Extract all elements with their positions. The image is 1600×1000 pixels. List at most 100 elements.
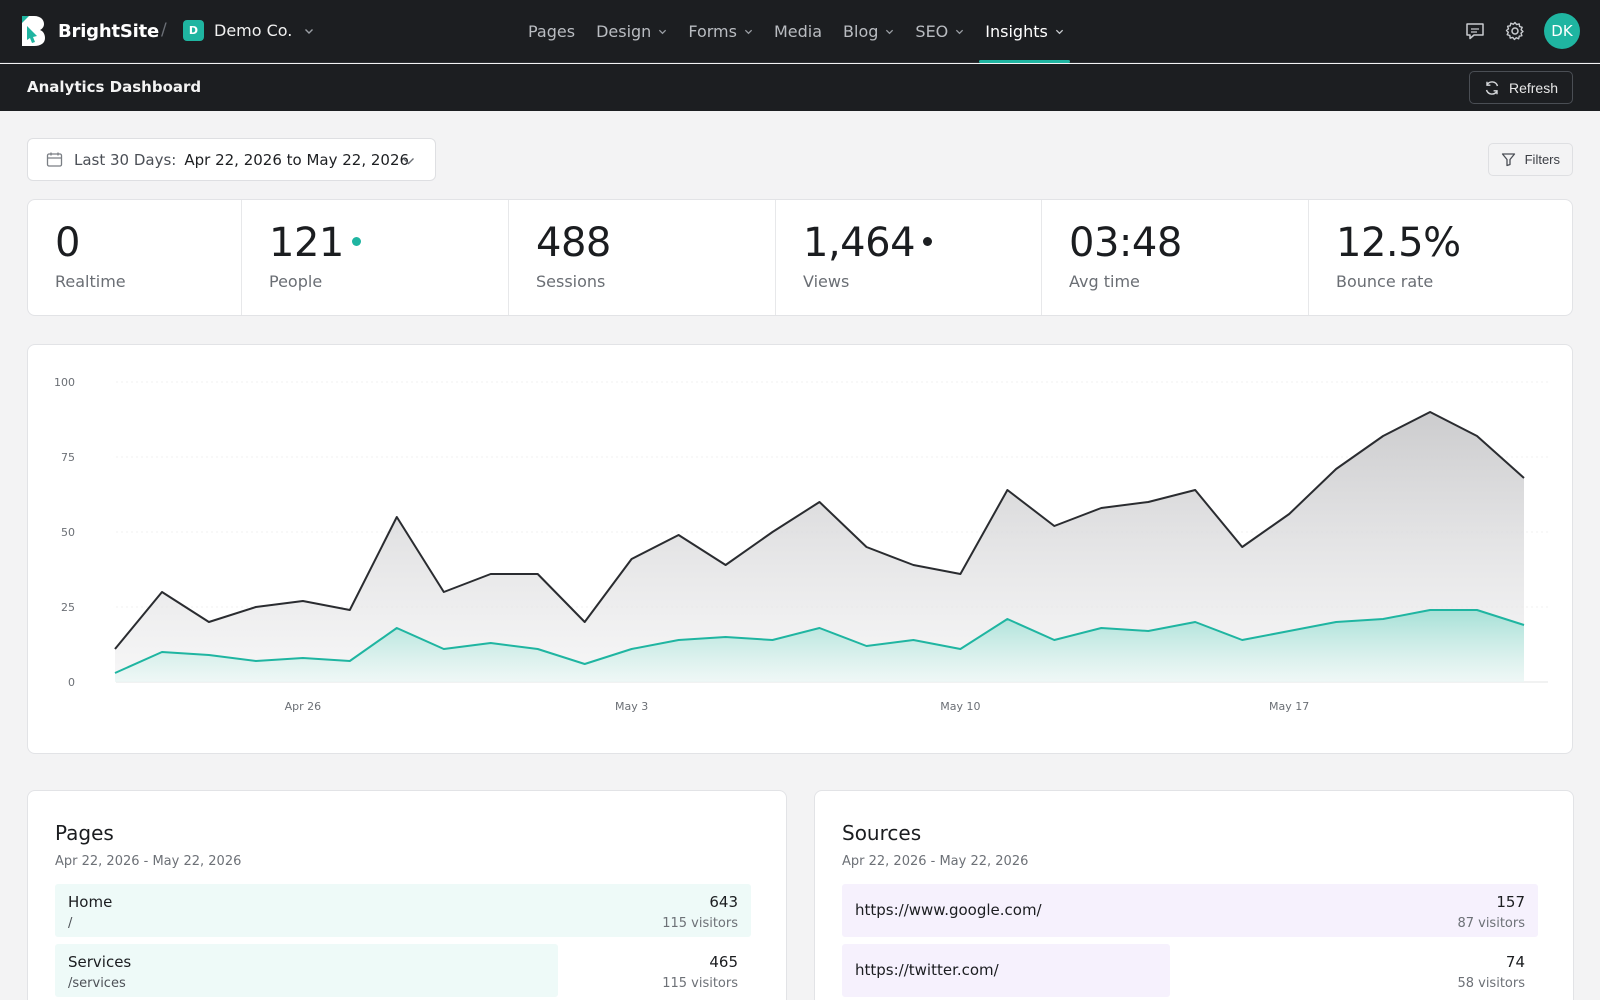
- calendar-icon: [46, 152, 63, 167]
- refresh-label: Refresh: [1508, 79, 1558, 96]
- visitor-count: 115 visitors: [662, 976, 738, 991]
- nav-label: Media: [773, 22, 823, 41]
- view-count: 157: [1496, 893, 1525, 911]
- stat-sessions[interactable]: 488 Sessions: [509, 200, 776, 315]
- nav-insights[interactable]: Insights: [979, 0, 1070, 63]
- nav-pages[interactable]: Pages: [522, 0, 581, 63]
- chevron-down-icon: [403, 158, 414, 165]
- list-item[interactable]: Home / 643 115 visitors: [55, 884, 751, 937]
- visitor-count: 58 visitors: [1457, 976, 1525, 991]
- visitor-count: 87 visitors: [1457, 916, 1525, 931]
- row-bar: [55, 884, 751, 937]
- chevron-down-icon: [1055, 29, 1063, 35]
- top-actions: DK: [1464, 13, 1580, 49]
- chevron-down-icon: [956, 29, 964, 35]
- stat-views[interactable]: 1,464 Views: [776, 200, 1042, 315]
- pages-panel: Pages Apr 22, 2026 - May 22, 2026 Home /…: [27, 790, 787, 1000]
- series-dot-icon: [923, 236, 933, 246]
- date-range-picker[interactable]: Last 30 Days: Apr 22, 2026 to May 22, 20…: [27, 138, 436, 181]
- nav-blog[interactable]: Blog: [837, 0, 900, 63]
- row-bar: [842, 944, 1170, 997]
- stat-label: Views: [803, 272, 850, 291]
- y-tick-label: 25: [61, 601, 75, 614]
- row-bar: [842, 884, 1538, 937]
- org-name: Demo Co.: [214, 21, 293, 40]
- panel-title: Pages: [55, 821, 114, 845]
- filters-label: Filters: [1524, 152, 1560, 167]
- list-item[interactable]: https://twitter.com/ 74 58 visitors: [842, 944, 1538, 997]
- y-tick-label: 50: [61, 526, 75, 539]
- source-url: https://www.google.com/: [855, 901, 1042, 919]
- nav-label: Pages: [528, 22, 576, 41]
- stat-bounce-rate[interactable]: 12.5% Bounce rate: [1309, 200, 1572, 315]
- stat-value: 03:48: [1069, 220, 1182, 266]
- x-tick-label: May 3: [615, 700, 648, 713]
- stat-value: 488: [536, 220, 611, 266]
- breadcrumb-separator: /: [161, 20, 167, 40]
- stat-value: 0: [55, 220, 80, 266]
- page-path: /: [68, 916, 73, 931]
- stat-label: People: [269, 272, 323, 291]
- nav-media[interactable]: Media: [768, 0, 828, 63]
- stat-avg-time[interactable]: 03:48 Avg time: [1042, 200, 1309, 315]
- nav-label: Insights: [985, 22, 1048, 41]
- stat-value: 121: [269, 220, 344, 266]
- chat-icon[interactable]: [1464, 20, 1486, 42]
- page-name: Services: [68, 953, 132, 971]
- nav-forms[interactable]: Forms: [682, 0, 759, 63]
- app-name: BrightSite: [58, 20, 160, 42]
- stat-label: Realtime: [55, 272, 126, 291]
- source-url: https://twitter.com/: [855, 961, 999, 979]
- user-avatar[interactable]: DK: [1544, 13, 1580, 49]
- filters-button[interactable]: Filters: [1487, 143, 1573, 176]
- sources-panel: Sources Apr 22, 2026 - May 22, 2026 http…: [814, 790, 1574, 1000]
- date-range-label: Last 30 Days:: [74, 150, 177, 169]
- y-tick-label: 0: [68, 676, 75, 689]
- nav-seo[interactable]: SEO: [909, 0, 970, 63]
- list-item[interactable]: https://www.google.com/ 157 87 visitors: [842, 884, 1538, 937]
- stat-value: 1,464: [803, 220, 916, 266]
- view-count: 643: [709, 893, 738, 911]
- page-name: Home: [68, 893, 113, 911]
- visitor-count: 115 visitors: [662, 916, 738, 931]
- series-area-people: [115, 610, 1524, 682]
- x-tick-label: Apr 26: [285, 700, 322, 713]
- chevron-down-icon: [886, 29, 894, 35]
- nav-label: Blog: [843, 22, 879, 41]
- nav-label: Forms: [688, 22, 737, 41]
- stat-label: Bounce rate: [1336, 272, 1434, 291]
- stat-people[interactable]: 121 People: [242, 200, 509, 315]
- y-tick-label: 75: [61, 451, 75, 464]
- x-tick-label: May 17: [1269, 700, 1309, 713]
- page-header: Analytics Dashboard Refresh: [0, 64, 1600, 111]
- filter-icon: [1501, 153, 1515, 167]
- refresh-button[interactable]: Refresh: [1468, 71, 1573, 104]
- panel-date-range: Apr 22, 2026 - May 22, 2026: [842, 854, 1029, 869]
- traffic-chart: 0 25 50 75 100 Apr 26 May 3 May 10 May 17: [27, 344, 1573, 754]
- stat-value: 12.5%: [1336, 220, 1461, 266]
- panel-title: Sources: [842, 821, 922, 845]
- main-nav: Pages Design Forms Media Blog SEO Insigh…: [522, 0, 1079, 63]
- org-switcher[interactable]: D Demo Co.: [183, 20, 314, 41]
- y-tick-label: 100: [54, 376, 75, 389]
- brightsite-logo-icon: [22, 16, 45, 46]
- page-path: /services: [68, 976, 126, 991]
- top-navbar: BrightSite / D Demo Co. Pages Design For…: [0, 0, 1600, 63]
- view-count: 74: [1505, 953, 1525, 971]
- nav-design[interactable]: Design: [590, 0, 673, 63]
- stats-row: 0 Realtime 121 People 488 Sessions 1,464…: [27, 199, 1573, 316]
- series-dot-icon: [351, 236, 361, 246]
- stat-realtime[interactable]: 0 Realtime: [28, 200, 242, 315]
- list-item[interactable]: Services /services 465 115 visitors: [55, 944, 751, 997]
- row-bar: [55, 944, 559, 997]
- nav-label: Design: [596, 22, 652, 41]
- stat-label: Avg time: [1069, 272, 1140, 291]
- panel-date-range: Apr 22, 2026 - May 22, 2026: [55, 854, 242, 869]
- chevron-down-icon: [744, 29, 753, 35]
- chevron-down-icon: [305, 28, 314, 34]
- view-count: 465: [709, 953, 738, 971]
- pages-list: Home / 643 115 visitors Services /servic…: [55, 884, 751, 1000]
- sources-list: https://www.google.com/ 157 87 visitors …: [842, 884, 1538, 1000]
- gear-icon[interactable]: [1504, 20, 1526, 42]
- brand[interactable]: BrightSite: [20, 15, 159, 47]
